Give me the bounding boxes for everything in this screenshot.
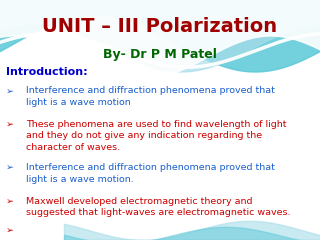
Text: ➢: ➢: [6, 226, 14, 235]
Text: ➢: ➢: [6, 163, 14, 172]
Text: Maxwell developed electromagnetic theory and
suggested that light-waves are elec: Maxwell developed electromagnetic theory…: [26, 197, 290, 217]
Text: Interference and diffraction phenomena proved that
light is a wave motion: Interference and diffraction phenomena p…: [26, 86, 275, 107]
Text: Introduction:: Introduction:: [6, 67, 88, 77]
Text: ➢: ➢: [6, 120, 14, 129]
Text: ➢: ➢: [6, 86, 14, 96]
Text: These phenomena are used to find wavelength of light
and they do not give any in: These phenomena are used to find wavelen…: [26, 120, 286, 152]
Text: By- Dr P M Patel: By- Dr P M Patel: [103, 48, 217, 61]
Text: UNIT – III Polarization: UNIT – III Polarization: [43, 17, 277, 36]
Text: ➢: ➢: [6, 197, 14, 206]
Text: Interference and diffraction phenomena proved that
light is a wave motion.: Interference and diffraction phenomena p…: [26, 163, 275, 184]
